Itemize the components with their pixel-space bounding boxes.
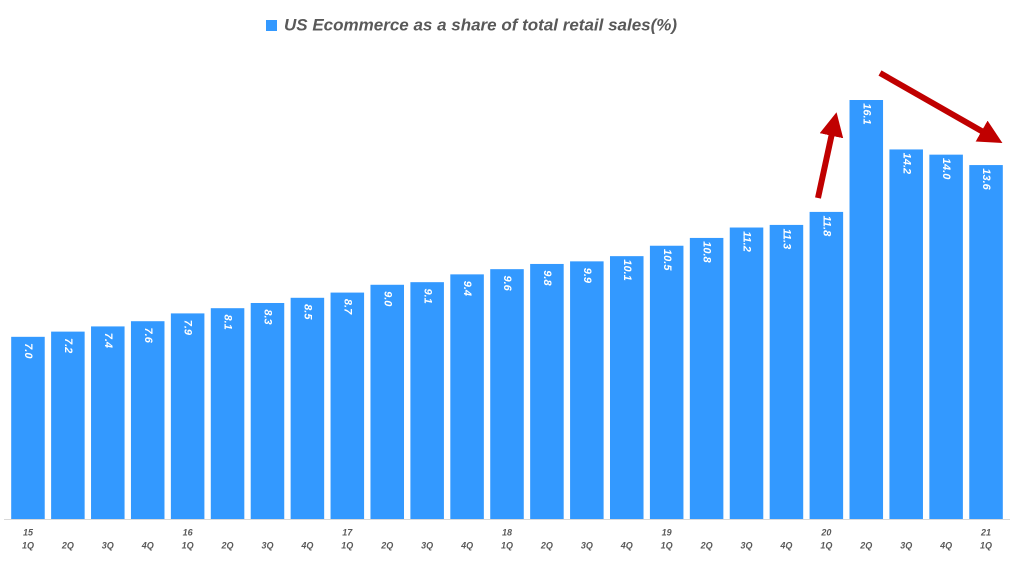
bar [609,256,644,519]
legend-swatch [266,20,277,31]
bar [11,336,45,519]
x-tick-label: 3Q [741,540,753,550]
value-label: 8.1 [222,315,234,330]
value-label: 7.4 [102,333,114,348]
value-label: 8.3 [262,309,274,324]
down-arrow [878,70,1003,143]
x-tick-label: 1Q [980,540,992,550]
x-tick-label: 3Q [421,540,433,550]
value-label: 9.1 [421,289,433,304]
value-label: 8.5 [301,304,313,320]
bar [170,313,205,519]
value-label: 10.8 [701,241,713,263]
bar [490,269,524,519]
up-arrow [815,112,844,199]
value-label: 14.2 [900,153,912,174]
bar [729,227,764,520]
bar [130,321,165,519]
value-label: 7.9 [182,320,194,336]
bar [330,292,365,519]
x-tick-label: 4Q [460,540,473,550]
value-label: 9.6 [501,276,513,292]
x-tick-label: 2Q [540,540,553,550]
bar [889,149,923,519]
x-tick-label: 4Q [779,540,792,550]
value-label: 13.6 [980,168,992,190]
value-label: 9.4 [461,281,473,296]
value-label: 10.5 [661,249,673,271]
x-tick-label: 3Q [102,540,114,550]
x-tick-label: 2Q [700,540,713,550]
bar [570,261,604,519]
x-tick-label: 1Q [182,540,194,550]
bar [929,154,963,520]
bar [51,331,85,519]
value-label: 16.1 [860,103,872,124]
x-tick-label: 3Q [261,540,273,550]
bar [530,263,564,519]
value-label: 10.1 [621,259,633,280]
value-label: 8.7 [341,299,353,315]
x-tick-label: 2Q [859,540,872,550]
year-label: 15 [23,527,34,537]
bar [210,308,245,519]
bar [969,165,1003,519]
bar [649,245,684,519]
year-label: 16 [183,527,194,537]
bar [849,100,884,519]
x-tick-label: 2Q [380,540,393,550]
value-label: 9.9 [581,268,593,284]
x-tick-label: 4Q [939,540,952,550]
year-label: 20 [820,527,831,537]
bar [410,282,444,519]
year-label: 18 [502,527,512,537]
bar [91,326,125,519]
x-tick-label: 2Q [221,540,234,550]
bar [769,224,804,519]
bar [370,284,405,519]
x-tick-label: 1Q [341,540,353,550]
x-tick-label: 3Q [581,540,593,550]
value-label: 7.2 [62,338,74,353]
bar [689,237,724,519]
bar [809,211,844,519]
value-label: 11.8 [820,216,832,237]
year-label: 19 [662,527,672,537]
value-label: 11.2 [741,231,753,252]
value-label: 14.0 [940,158,952,180]
value-label: 9.0 [381,291,393,307]
x-tick-label: 1Q [22,540,34,550]
x-tick-label: 3Q [900,540,912,550]
x-tick-label: 1Q [501,540,513,550]
bar [450,274,484,519]
value-label: 7.0 [22,343,34,359]
bar [250,302,285,519]
chart-title: US Ecommerce as a share of total retail … [284,15,677,34]
x-tick-label: 1Q [661,540,673,550]
x-tick-label: 4Q [300,540,313,550]
value-label: 9.8 [541,270,553,286]
bar [290,297,325,519]
year-label: 21 [980,527,991,537]
x-tick-label: 1Q [820,540,832,550]
x-tick-label: 4Q [141,540,154,550]
value-label: 11.3 [781,229,793,250]
year-label: 17 [342,527,353,537]
value-label: 7.6 [142,328,154,344]
x-tick-label: 2Q [61,540,74,550]
x-tick-label: 4Q [620,540,633,550]
